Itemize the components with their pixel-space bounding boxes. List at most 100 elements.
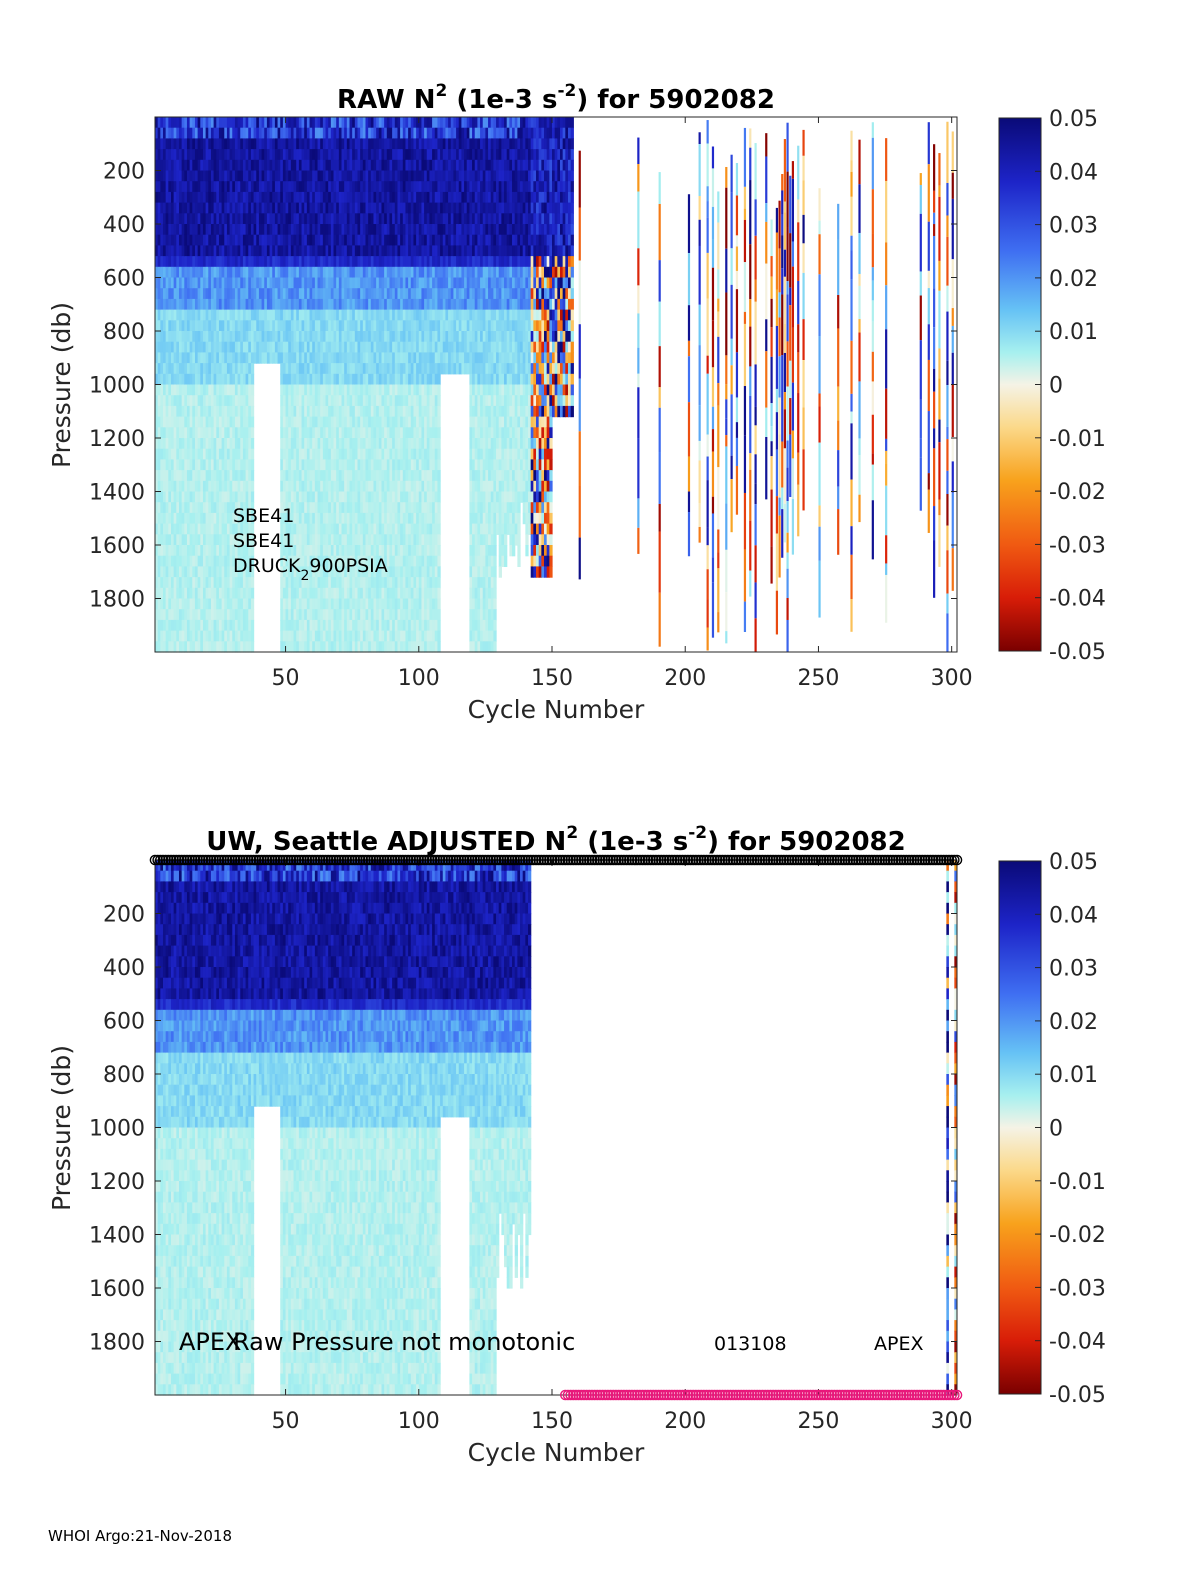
heatmap-cell	[250, 202, 255, 214]
heatmap-cell	[157, 448, 161, 460]
heatmap-cell	[232, 181, 236, 193]
heatmap-cell	[232, 405, 236, 418]
heatmap-cell	[184, 577, 188, 589]
heatmap-cell	[232, 641, 236, 653]
heatmap-cell	[168, 191, 172, 204]
heatmap-cell	[288, 555, 292, 567]
heatmap-cell	[272, 159, 276, 172]
heatmap-cell	[261, 309, 265, 321]
heatmap-cell	[258, 298, 263, 311]
heatmap-cell	[170, 266, 175, 279]
heatmap-cell	[205, 534, 209, 546]
heatmap-cell	[213, 609, 217, 621]
heatmap-cell	[280, 577, 284, 589]
heatmap-cell	[205, 309, 209, 321]
heatmap-cell	[162, 117, 167, 129]
heatmap-cell	[226, 127, 231, 139]
heatmap-cell	[248, 159, 252, 172]
heatmap-cell	[285, 619, 289, 632]
heatmap-cell	[200, 288, 204, 300]
heatmap-cell	[256, 266, 260, 279]
heatmap-cell	[266, 288, 271, 300]
heatmap-cell	[242, 331, 247, 343]
heatmap-cell	[290, 309, 295, 321]
heatmap-cell	[165, 523, 169, 535]
heatmap-cell	[213, 405, 217, 418]
heatmap-cell	[258, 138, 263, 150]
heatmap-cell	[170, 149, 175, 161]
heatmap-cell	[162, 341, 167, 353]
heatmap-cell	[253, 149, 257, 161]
heatmap-cell	[192, 181, 196, 193]
heatmap-cell	[186, 298, 191, 311]
heatmap-cell	[250, 470, 255, 482]
heatmap-cell	[264, 181, 268, 193]
heatmap-cell	[248, 352, 252, 364]
heatmap-cell	[165, 288, 169, 300]
heatmap-cell	[213, 555, 217, 567]
heatmap-cell	[272, 266, 276, 279]
heatmap-cell	[234, 117, 239, 129]
heatmap-cell	[162, 480, 167, 493]
heatmap-cell	[269, 245, 273, 257]
heatmap-cell	[216, 459, 220, 471]
heatmap-cell	[213, 534, 217, 546]
heatmap-cell	[280, 545, 284, 557]
heatmap-cell	[176, 416, 180, 428]
heatmap-cell	[280, 598, 284, 610]
heatmap-cell	[194, 427, 199, 439]
heatmap-cell	[224, 587, 228, 600]
heatmap-cell	[248, 619, 252, 632]
heatmap-cell	[253, 127, 257, 139]
heatmap-cell	[269, 288, 273, 300]
heatmap-cell	[200, 245, 204, 257]
heatmap-cell	[155, 438, 159, 450]
heatmap-cell	[288, 149, 292, 161]
heatmap-cell	[157, 491, 161, 503]
heatmap-cell	[189, 234, 193, 246]
heatmap-cell	[208, 373, 212, 386]
heatmap-cell	[250, 256, 255, 268]
heatmap-cell	[208, 117, 212, 129]
heatmap-cell	[170, 298, 175, 311]
heatmap-cell	[189, 320, 193, 332]
heatmap-cell	[173, 480, 177, 493]
heatmap-cell	[194, 470, 199, 482]
heatmap-cell	[264, 138, 268, 150]
heatmap-cell	[229, 320, 233, 332]
heatmap-cell	[282, 170, 287, 182]
heatmap-cell	[168, 234, 172, 246]
heatmap-cell	[266, 170, 271, 182]
heatmap-cell	[162, 159, 167, 172]
heatmap-cell	[250, 320, 255, 332]
heatmap-cell	[176, 405, 180, 418]
heatmap-cell	[266, 149, 271, 161]
heatmap-cell	[178, 309, 183, 321]
heatmap-cell	[186, 159, 191, 172]
heatmap-cell	[224, 502, 228, 514]
heatmap-cell	[248, 256, 252, 268]
heatmap-cell	[226, 470, 231, 482]
heatmap-cell	[242, 384, 247, 396]
heatmap-cell	[213, 341, 217, 353]
heatmap-cell	[176, 630, 180, 642]
heatmap-cell	[208, 138, 212, 150]
heatmap-cell	[155, 555, 159, 567]
heatmap-cell	[232, 202, 236, 214]
heatmap-cell	[242, 555, 247, 567]
heatmap-cell	[232, 545, 236, 557]
heatmap-cell	[176, 202, 180, 214]
heatmap-cell	[256, 181, 260, 193]
heatmap-cell	[229, 534, 233, 546]
heatmap-cell	[226, 288, 231, 300]
heatmap-cell	[285, 159, 289, 172]
heatmap-cell	[176, 448, 180, 460]
heatmap-cell	[176, 277, 180, 289]
heatmap-cell	[232, 288, 236, 300]
heatmap-cell	[208, 438, 212, 450]
heatmap-cell	[160, 149, 164, 161]
heatmap-cell	[205, 266, 209, 279]
heatmap-cell	[184, 480, 188, 493]
heatmap-cell	[189, 352, 193, 364]
heatmap-cell	[229, 363, 233, 375]
